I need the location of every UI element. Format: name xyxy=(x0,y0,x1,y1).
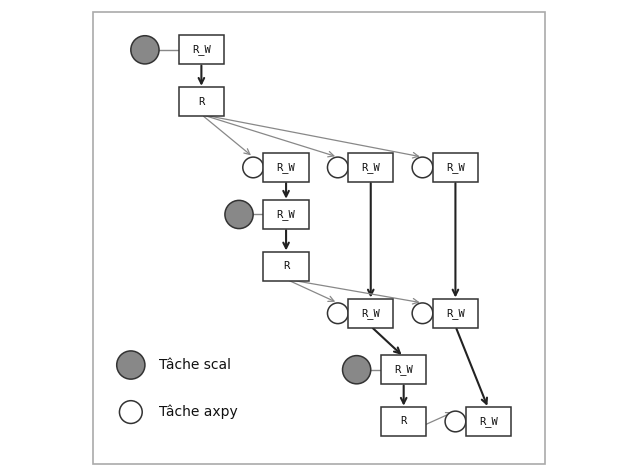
FancyBboxPatch shape xyxy=(466,407,511,436)
Ellipse shape xyxy=(412,303,433,324)
Text: R_W: R_W xyxy=(361,308,380,319)
Ellipse shape xyxy=(225,200,253,228)
Text: R_W: R_W xyxy=(446,162,465,173)
Text: R_W: R_W xyxy=(479,416,498,427)
FancyBboxPatch shape xyxy=(263,200,309,229)
Text: R_W: R_W xyxy=(446,308,465,319)
FancyBboxPatch shape xyxy=(381,356,426,384)
FancyBboxPatch shape xyxy=(348,299,394,327)
FancyBboxPatch shape xyxy=(433,299,478,327)
Ellipse shape xyxy=(445,411,466,432)
Text: Tâche scal: Tâche scal xyxy=(159,358,231,372)
Ellipse shape xyxy=(343,356,371,384)
Text: R: R xyxy=(198,97,205,107)
Text: R: R xyxy=(283,261,289,271)
Text: R_W: R_W xyxy=(277,209,295,220)
FancyBboxPatch shape xyxy=(263,252,309,280)
Text: R_W: R_W xyxy=(192,44,211,55)
FancyBboxPatch shape xyxy=(433,153,478,182)
FancyBboxPatch shape xyxy=(381,407,426,436)
Ellipse shape xyxy=(243,157,263,178)
FancyBboxPatch shape xyxy=(348,153,394,182)
FancyBboxPatch shape xyxy=(179,87,224,116)
Ellipse shape xyxy=(119,401,142,424)
Ellipse shape xyxy=(412,157,433,178)
Text: R_W: R_W xyxy=(361,162,380,173)
Text: R_W: R_W xyxy=(394,364,413,375)
Ellipse shape xyxy=(117,351,145,379)
Text: R: R xyxy=(401,416,407,426)
FancyBboxPatch shape xyxy=(263,153,309,182)
Text: R_W: R_W xyxy=(277,162,295,173)
Ellipse shape xyxy=(327,157,348,178)
Ellipse shape xyxy=(131,36,159,64)
FancyBboxPatch shape xyxy=(179,36,224,64)
Text: Tâche axpy: Tâche axpy xyxy=(159,405,238,419)
Ellipse shape xyxy=(327,303,348,324)
